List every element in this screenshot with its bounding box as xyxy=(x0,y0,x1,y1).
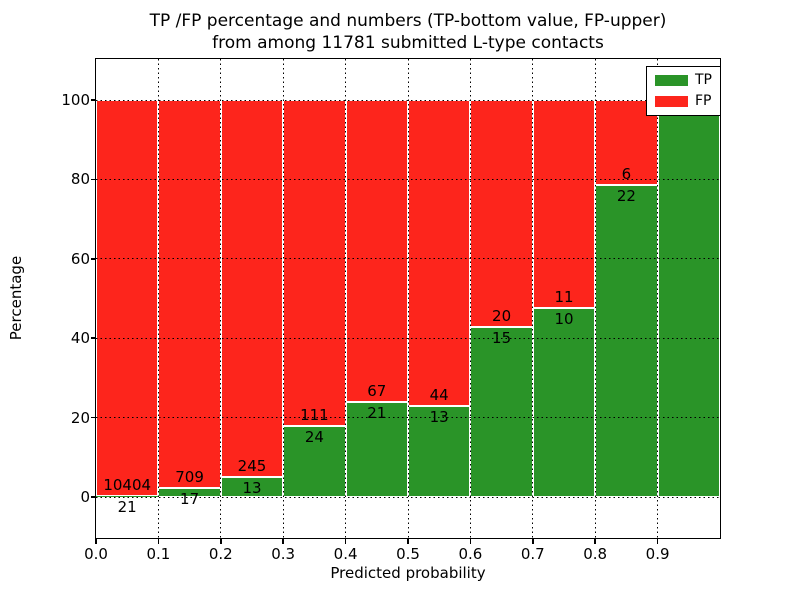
fp-count-label: 111 xyxy=(300,406,329,425)
y-tick-label: 80 xyxy=(70,170,90,189)
tp-count-label: 13 xyxy=(242,478,262,497)
x-tick-label: 0.7 xyxy=(520,545,545,563)
tp-count-label: 10 xyxy=(554,309,574,328)
x-tick-mark xyxy=(282,539,284,544)
fp-count-label: 20 xyxy=(492,306,512,325)
gridline-vertical xyxy=(157,59,159,538)
gridline-vertical xyxy=(532,59,534,538)
x-tick-mark xyxy=(220,539,222,544)
gridline-vertical xyxy=(594,59,596,538)
x-tick-label: 0.2 xyxy=(208,545,233,563)
y-tick-mark xyxy=(91,258,96,260)
x-tick-label: 0.9 xyxy=(645,545,670,563)
gridline-horizontal xyxy=(96,337,720,339)
legend-entry-label: TP xyxy=(695,72,712,88)
y-tick-label: 100 xyxy=(61,91,90,109)
gridline-horizontal xyxy=(96,258,720,260)
tp-count-label: 24 xyxy=(304,428,324,447)
y-tick-label: 0 xyxy=(80,488,90,506)
tp-count-label: 13 xyxy=(429,408,449,427)
gridline-vertical xyxy=(657,59,659,538)
bar-fp-segment xyxy=(470,100,533,327)
bar-tp-segment xyxy=(595,185,658,497)
gridline-vertical xyxy=(469,59,471,538)
x-tick-mark xyxy=(344,539,347,544)
x-tick-mark xyxy=(532,539,534,544)
bar-tp-segment xyxy=(220,476,284,497)
x-tick-mark xyxy=(594,539,596,544)
y-tick-label: 40 xyxy=(70,329,90,348)
bar-tp-segment xyxy=(408,406,471,497)
fp-swatch-icon xyxy=(655,96,688,107)
gridline-vertical xyxy=(345,59,347,538)
chart-title-line-1: TP /FP percentage and numbers (TP-bottom… xyxy=(149,11,667,31)
x-tick-mark xyxy=(469,539,472,544)
plot-area: 10404 21 709 17 245 13 111 24 67 21 44 13 20 15 11 10 6 2… xyxy=(95,58,721,539)
y-tick-label: 60 xyxy=(70,249,90,268)
gridline-vertical xyxy=(220,59,222,538)
bar-fp-segment xyxy=(158,100,221,488)
bar-tp-segment xyxy=(283,426,346,497)
x-tick-mark xyxy=(95,539,97,544)
tp-count-label: 15 xyxy=(492,328,512,347)
bar-fp-segment xyxy=(532,100,596,308)
tp-count-label: 22 xyxy=(616,187,636,206)
x-tick-label: 0.6 xyxy=(458,545,483,563)
gridline-horizontal xyxy=(96,99,720,101)
bar-fp-segment xyxy=(345,100,408,403)
legend: TP FP xyxy=(646,66,721,116)
bar-tp-segment xyxy=(657,100,720,497)
x-axis-label: Predicted probability xyxy=(330,564,486,582)
x-tick-label: 0.4 xyxy=(333,545,358,563)
bar-fp-segment xyxy=(408,100,471,407)
legend-entry: TP xyxy=(655,73,712,88)
gridline-vertical xyxy=(407,59,409,538)
x-tick-label: 0.5 xyxy=(396,545,420,563)
fp-count-label: 67 xyxy=(367,382,387,401)
y-tick-mark xyxy=(91,99,96,101)
gridline-horizontal xyxy=(96,417,720,419)
tp-swatch-icon xyxy=(655,75,688,86)
fp-count-label: 11 xyxy=(554,287,574,306)
fp-count-label: 6 xyxy=(621,165,632,184)
tp-count-label: 21 xyxy=(117,498,137,517)
bar-tp-segment xyxy=(158,487,221,497)
x-tick-mark xyxy=(157,539,160,544)
tp-count-label: 17 xyxy=(180,489,200,508)
x-tick-label: 0.0 xyxy=(84,545,108,563)
x-tick-label: 0.8 xyxy=(583,545,608,563)
bar-fp-segment xyxy=(283,100,346,427)
y-tick-mark xyxy=(91,337,96,339)
fp-count-label: 709 xyxy=(175,467,204,486)
gridline-horizontal xyxy=(96,496,720,498)
bar-fp-segment xyxy=(220,100,284,477)
tp-count-label: 21 xyxy=(367,404,387,423)
fp-count-label: 245 xyxy=(237,456,267,475)
legend-entry-label: FP xyxy=(695,93,712,109)
x-tick-label: 0.1 xyxy=(146,545,171,563)
bar-tp-segment xyxy=(532,307,596,497)
y-tick-mark xyxy=(91,416,96,419)
y-tick-mark xyxy=(91,496,96,498)
gridline-horizontal xyxy=(96,178,720,180)
x-tick-label: 0.3 xyxy=(271,545,296,563)
x-tick-mark xyxy=(656,539,659,544)
x-tick-mark xyxy=(407,539,409,544)
y-tick-label: 20 xyxy=(70,408,90,427)
bar-fp-segment xyxy=(96,100,159,497)
legend-entry: FP xyxy=(655,94,712,109)
bar-tp-segment xyxy=(470,326,533,497)
gridline-vertical xyxy=(282,59,284,538)
y-tick-mark xyxy=(91,178,96,181)
chart-title-line-2: from among 11781 submitted L-type contac… xyxy=(212,33,604,53)
fp-count-label: 44 xyxy=(429,386,449,405)
fp-count-label: 10404 xyxy=(103,476,152,495)
y-axis-label: Percentage xyxy=(7,255,25,341)
